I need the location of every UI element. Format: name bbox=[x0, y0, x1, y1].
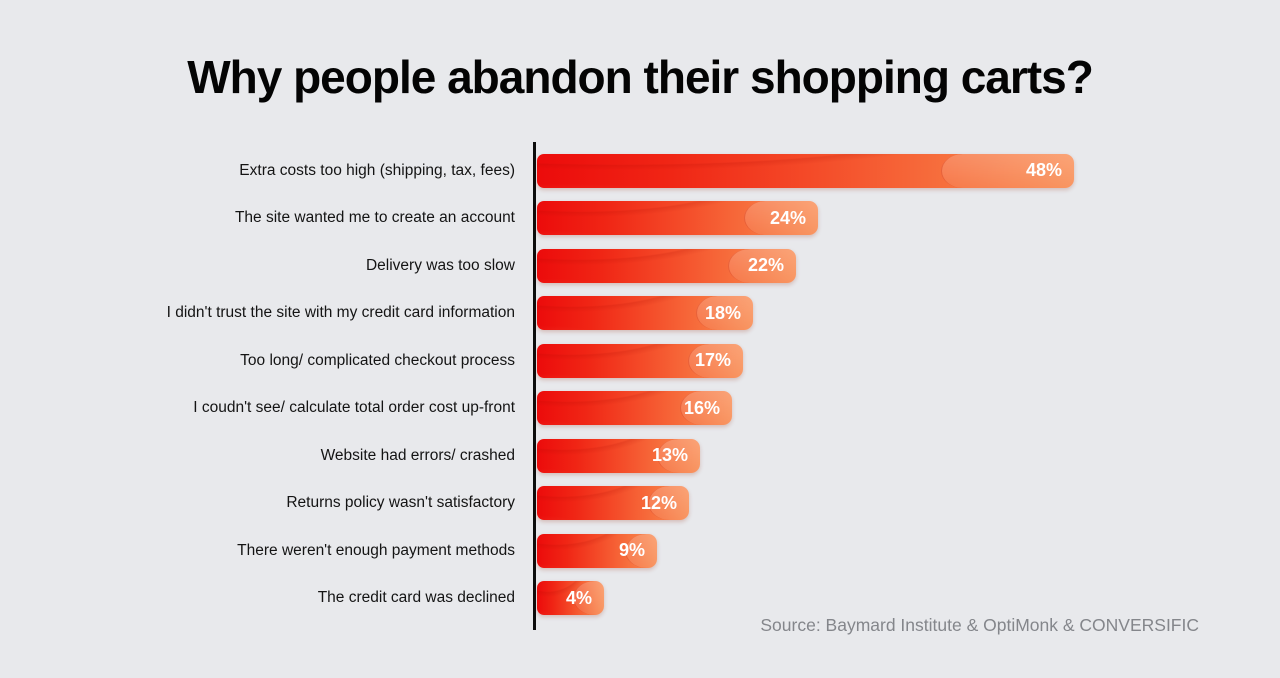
bar-value-label: 12% bbox=[640, 492, 677, 513]
category-label: There weren't enough payment methods bbox=[237, 541, 515, 559]
table-row: I coudn't see/ calculate total order cos… bbox=[20, 385, 1280, 433]
bar-value-label: 13% bbox=[651, 445, 688, 466]
category-label: I didn't trust the site with my credit c… bbox=[166, 304, 515, 322]
bar-track: 16% bbox=[537, 391, 1280, 426]
category-label: Too long/ complicated checkout process bbox=[240, 351, 515, 369]
source-attribution: Source: Baymard Institute & OptiMonk & C… bbox=[760, 615, 1199, 635]
bar-value-label: 48% bbox=[1025, 160, 1062, 181]
bar-track: 4% bbox=[537, 581, 1280, 616]
bar-track: 48% bbox=[537, 153, 1280, 188]
table-row: The credit card was declined 4% bbox=[20, 575, 1280, 623]
bar-value-label: 18% bbox=[704, 302, 741, 323]
category-label: I coudn't see/ calculate total order cos… bbox=[193, 399, 515, 417]
category-label: Website had errors/ crashed bbox=[320, 446, 515, 464]
bar-value-label: 16% bbox=[683, 397, 720, 418]
category-label: The credit card was declined bbox=[317, 589, 515, 607]
bar: 4% bbox=[537, 581, 604, 616]
bar-track: 24% bbox=[537, 201, 1280, 236]
bar-track: 12% bbox=[537, 486, 1280, 521]
bar-value-label: 24% bbox=[769, 207, 806, 228]
bar: 9% bbox=[537, 533, 657, 568]
chart-title: Why people abandon their shopping carts? bbox=[187, 51, 1094, 103]
bar-value-label: 4% bbox=[565, 587, 592, 608]
table-row: There weren't enough payment methods 9% bbox=[20, 527, 1280, 575]
table-row: Too long/ complicated checkout process 17… bbox=[20, 337, 1280, 385]
category-label: Delivery was too slow bbox=[365, 256, 515, 274]
bar-chart: Extra costs too high (shipping, tax, fee… bbox=[20, 142, 1280, 630]
table-row: I didn't trust the site with my credit c… bbox=[20, 290, 1280, 338]
bar-value-label: 17% bbox=[694, 350, 731, 371]
bar: 13% bbox=[537, 438, 700, 473]
category-label: Extra costs too high (shipping, tax, fee… bbox=[239, 161, 515, 179]
bar-value-label: 9% bbox=[618, 540, 645, 561]
bar-track: 22% bbox=[537, 248, 1280, 283]
table-row: The site wanted me to create an account 2… bbox=[20, 195, 1280, 243]
table-row: Website had errors/ crashed 13% bbox=[20, 432, 1280, 480]
bar: 24% bbox=[537, 201, 818, 236]
bar-track: 17% bbox=[537, 343, 1280, 378]
table-row: Returns policy wasn't satisfactory 12% bbox=[20, 480, 1280, 528]
bar: 16% bbox=[537, 391, 732, 426]
bar: 48% bbox=[537, 153, 1074, 188]
bar-track: 13% bbox=[537, 438, 1280, 473]
bar-track: 18% bbox=[537, 296, 1280, 331]
bar-rows: Extra costs too high (shipping, tax, fee… bbox=[20, 147, 1280, 622]
bar: 22% bbox=[537, 248, 796, 283]
table-row: Delivery was too slow 22% bbox=[20, 242, 1280, 290]
category-label: Returns policy wasn't satisfactory bbox=[286, 494, 515, 512]
bar-track: 9% bbox=[537, 533, 1280, 568]
bar: 18% bbox=[537, 296, 753, 331]
category-label: The site wanted me to create an account bbox=[234, 209, 515, 227]
bar: 17% bbox=[537, 343, 743, 378]
table-row: Extra costs too high (shipping, tax, fee… bbox=[20, 147, 1280, 195]
bar: 12% bbox=[537, 486, 689, 521]
bar-value-label: 22% bbox=[747, 255, 784, 276]
y-axis-line bbox=[533, 142, 536, 630]
